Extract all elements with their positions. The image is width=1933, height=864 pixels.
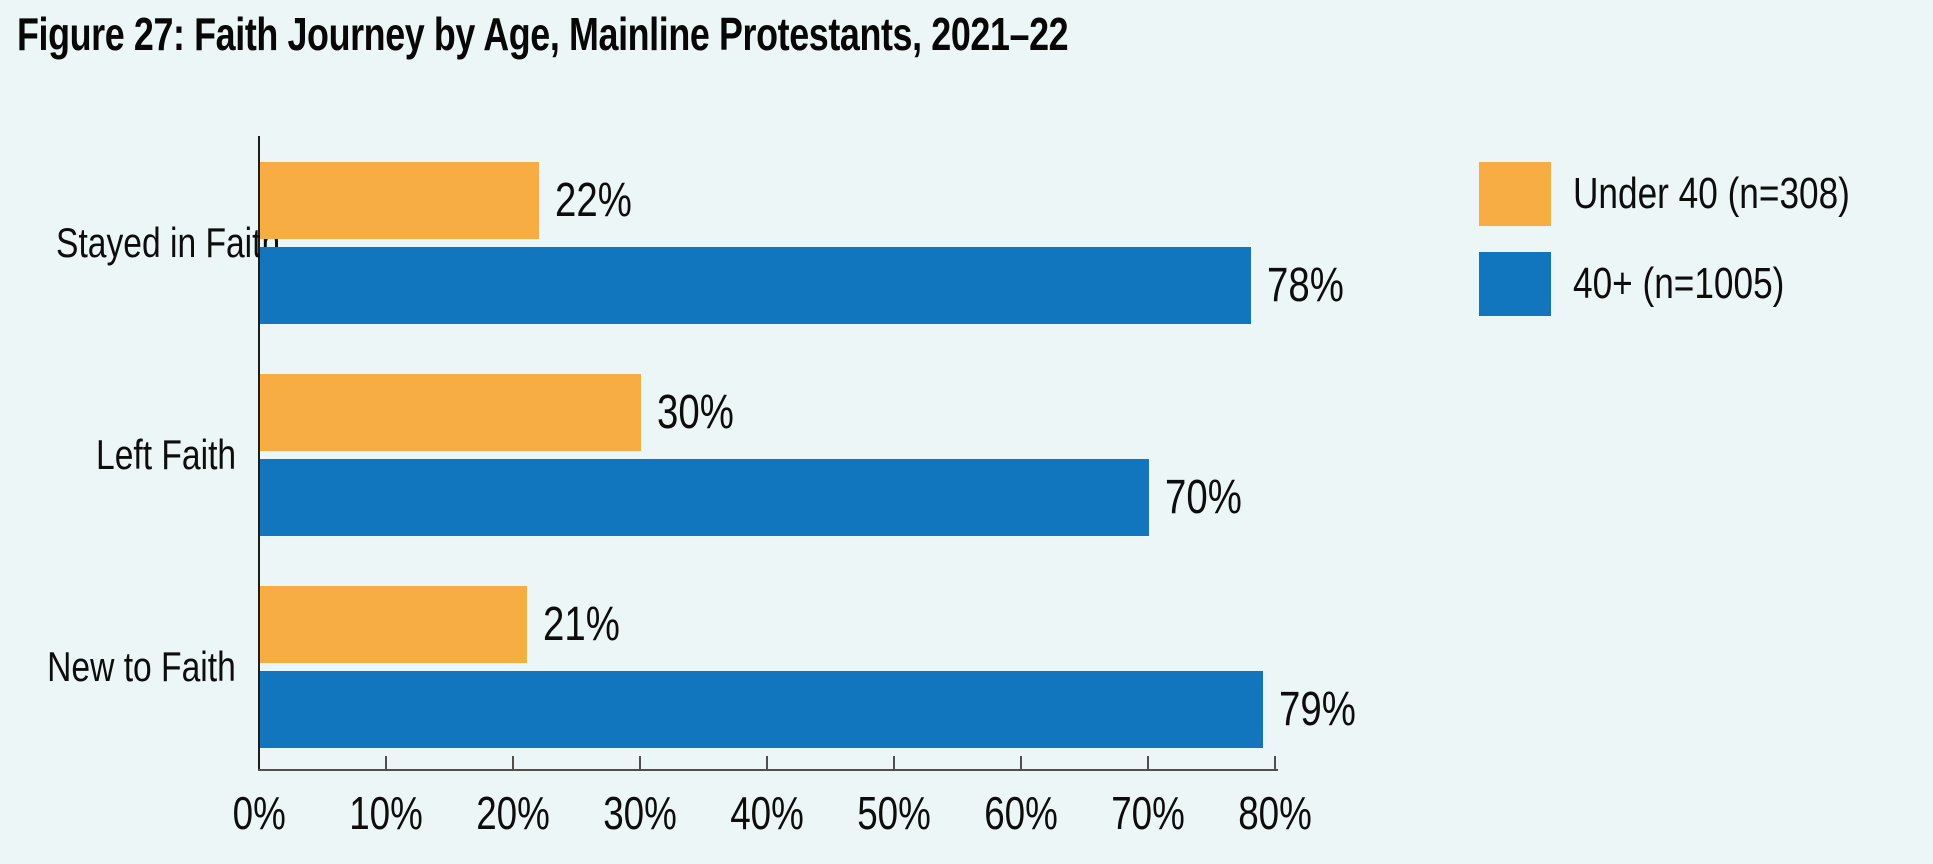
x-tick-label-text: 40% — [730, 787, 804, 839]
x-tick-label: 0% — [179, 788, 339, 838]
bar-under-40 — [260, 586, 527, 663]
value-label-text: 70% — [1165, 471, 1242, 524]
x-tick-label-text: 50% — [857, 787, 931, 839]
category-label: New to Faith — [0, 644, 236, 690]
legend-label: Under 40 (n=308) — [1573, 162, 1919, 226]
legend-label-text: Under 40 (n=308) — [1573, 169, 1850, 218]
x-tick-label: 80% — [1195, 788, 1355, 838]
x-tick-mark — [1147, 756, 1149, 770]
x-tick-mark — [893, 756, 895, 770]
value-label: 30% — [657, 374, 753, 451]
x-tick-label-text: 20% — [476, 787, 550, 839]
x-tick-label: 60% — [941, 788, 1101, 838]
x-tick-label-text: 0% — [232, 787, 286, 839]
x-tick-mark — [512, 756, 514, 770]
chart-title-text: Figure 27: Faith Journey by Age, Mainlin… — [17, 8, 1069, 60]
x-tick-mark — [639, 756, 641, 770]
value-label: 79% — [1279, 671, 1375, 748]
x-tick-mark — [1020, 756, 1022, 770]
category-label-text: New to Faith — [47, 643, 236, 690]
value-label-text: 30% — [657, 386, 734, 439]
x-tick-mark — [1274, 756, 1276, 770]
x-tick-label-text: 60% — [984, 787, 1058, 839]
x-tick-label-text: 70% — [1111, 787, 1185, 839]
x-tick-label: 10% — [306, 788, 466, 838]
chart-title: Figure 27: Faith Journey by Age, Mainlin… — [17, 8, 1365, 60]
x-tick-mark — [385, 756, 387, 770]
x-tick-label: 70% — [1068, 788, 1228, 838]
bar-40-plus — [260, 247, 1251, 324]
value-label: 78% — [1267, 247, 1363, 324]
value-label: 22% — [555, 162, 651, 239]
x-tick-label: 50% — [814, 788, 974, 838]
x-tick-mark — [766, 756, 768, 770]
x-tick-label: 40% — [687, 788, 847, 838]
value-label: 70% — [1165, 459, 1261, 536]
legend-swatch-under-40 — [1479, 162, 1551, 226]
value-label-text: 78% — [1267, 259, 1344, 312]
bar-under-40 — [260, 374, 641, 451]
legend-label-text: 40+ (n=1005) — [1573, 259, 1785, 308]
category-label-text: Left Faith — [95, 431, 236, 478]
value-label: 21% — [543, 586, 639, 663]
x-tick-label: 30% — [560, 788, 720, 838]
value-label-text: 79% — [1279, 683, 1356, 736]
legend-label: 40+ (n=1005) — [1573, 252, 1837, 316]
x-tick-label-text: 30% — [603, 787, 677, 839]
bar-under-40 — [260, 162, 539, 239]
x-tick-label: 20% — [433, 788, 593, 838]
x-tick-label-text: 80% — [1238, 787, 1312, 839]
category-label: Left Faith — [0, 432, 236, 478]
category-label-text: Stayed in Faith — [56, 219, 281, 266]
value-label-text: 22% — [555, 174, 632, 227]
y-axis-line — [258, 136, 260, 771]
bar-40-plus — [260, 459, 1149, 536]
x-tick-label-text: 10% — [349, 787, 423, 839]
bar-40-plus — [260, 671, 1263, 748]
legend-swatch-40-plus — [1479, 252, 1551, 316]
x-axis-line — [258, 769, 1278, 771]
category-label: Stayed in Faith — [0, 220, 280, 266]
value-label-text: 21% — [543, 598, 620, 651]
